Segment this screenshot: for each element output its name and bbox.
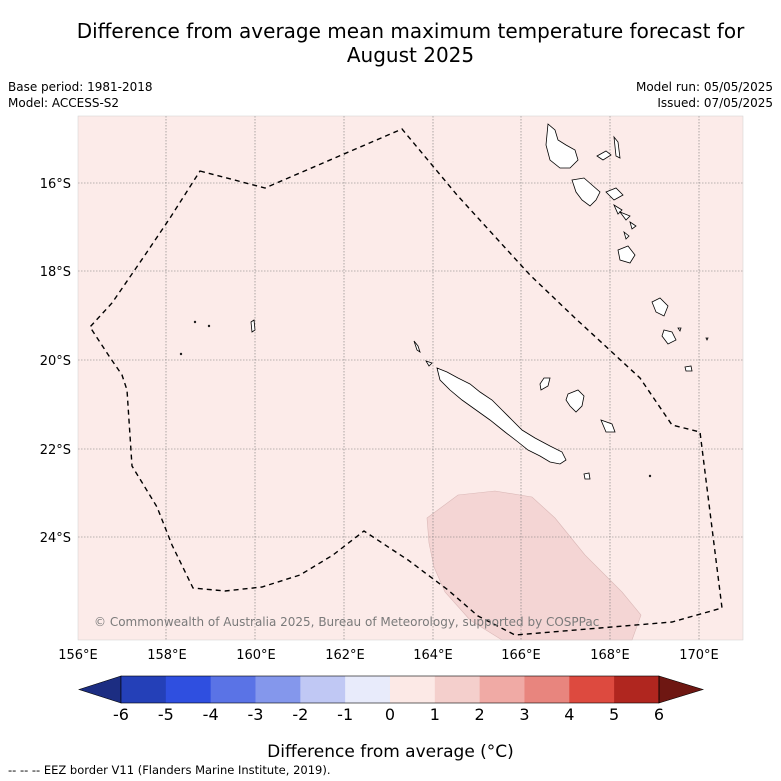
colorbar (78, 675, 705, 704)
colorbar-tick-label: 3 (519, 705, 529, 724)
colorbar-swatch (121, 676, 167, 703)
eez-border (89, 128, 723, 636)
colorbar-swatch (255, 676, 301, 703)
colorbar-outline (120, 675, 660, 704)
model-run: Model run: 05/05/2025 (635, 80, 773, 94)
lat-ticks: 16°S 18°S 20°S 22°S 24°S (40, 177, 71, 546)
base-period: Base period: 1981-2018 (8, 80, 153, 94)
lon-tick-166: 166°E (501, 648, 541, 663)
lon-tick-158: 158°E (147, 648, 187, 663)
colorbar-swatch (345, 676, 391, 703)
colorbar-swatch (524, 676, 570, 703)
lon-tick-164: 164°E (413, 648, 453, 663)
colorbar-tick-label: -3 (248, 705, 264, 724)
colorbar-tick-label: 2 (475, 705, 485, 724)
anomaly-region (426, 490, 642, 641)
lat-tick-24: 24°S (40, 531, 71, 546)
colorbar-tick-label: 1 (430, 705, 440, 724)
map-panel (78, 116, 743, 640)
model-name: Model: ACCESS-S2 (8, 96, 120, 110)
colorbar-swatch (569, 676, 615, 703)
new-caledonia (413, 340, 616, 480)
lat-tick-16: 16°S (40, 177, 71, 192)
lat-tick-20: 20°S (40, 354, 71, 369)
lon-tick-168: 168°E (590, 648, 630, 663)
colorbar-swatch (434, 676, 481, 703)
vanuatu (545, 123, 709, 372)
title-line-1: Difference from average mean maximum tem… (76, 19, 745, 43)
colorbar-tick-label: -6 (113, 705, 129, 724)
colorbar-tick-label: 5 (609, 705, 619, 724)
colorbar-label: Difference from average (°C) (267, 742, 514, 762)
lon-tick-156: 156°E (58, 648, 98, 663)
colorbar-swatch (614, 676, 660, 703)
colorbar-swatch (300, 676, 346, 703)
copyright-text: © Commonwealth of Australia 2025, Bureau… (94, 615, 599, 629)
colorbar-extend-high (658, 675, 705, 704)
colorbar-tick-label: -5 (158, 705, 174, 724)
colorbar-tick-label: -1 (337, 705, 353, 724)
colorbar-ticks: -6 -5 -4 -3 -2 -1 0 1 2 3 4 5 6 (113, 705, 664, 724)
colorbar-extend-low (78, 675, 122, 704)
title-line-2: August 2025 (346, 43, 475, 67)
colorbar-swatch (165, 676, 212, 703)
meta-right: Model run: 05/05/2025 Issued: 07/05/2025 (636, 79, 773, 111)
lat-tick-22: 22°S (40, 443, 71, 458)
lon-tick-160: 160°E (236, 648, 276, 663)
colorbar-tick-label: -4 (203, 705, 219, 724)
gridlines (78, 116, 743, 640)
map-frame (77, 115, 744, 641)
eez-footnote: -- -- -- EEZ border V11 (Flanders Marine… (8, 763, 331, 777)
meta-left: Base period: 1981-2018 Model: ACCESS-S2 (8, 79, 153, 111)
colorbar-swatch (210, 676, 256, 703)
colorbar-tick-label: 4 (564, 705, 574, 724)
lon-tick-162: 162°E (325, 648, 365, 663)
colorbar-swatch (479, 676, 525, 703)
chart-title: Difference from average mean maximum tem… (0, 19, 781, 67)
issued-date: Issued: 07/05/2025 (657, 96, 773, 110)
colorbar-tick-label: 0 (385, 705, 395, 724)
colorbar-tick-label: 6 (654, 705, 664, 724)
lon-ticks: 156°E 158°E 160°E 162°E 164°E 166°E 168°… (58, 648, 719, 663)
lat-tick-18: 18°S (40, 265, 71, 280)
lon-tick-170: 170°E (679, 648, 719, 663)
small-islands (179, 319, 652, 478)
colorbar-tick-label: -2 (292, 705, 308, 724)
colorbar-swatch (389, 676, 436, 703)
